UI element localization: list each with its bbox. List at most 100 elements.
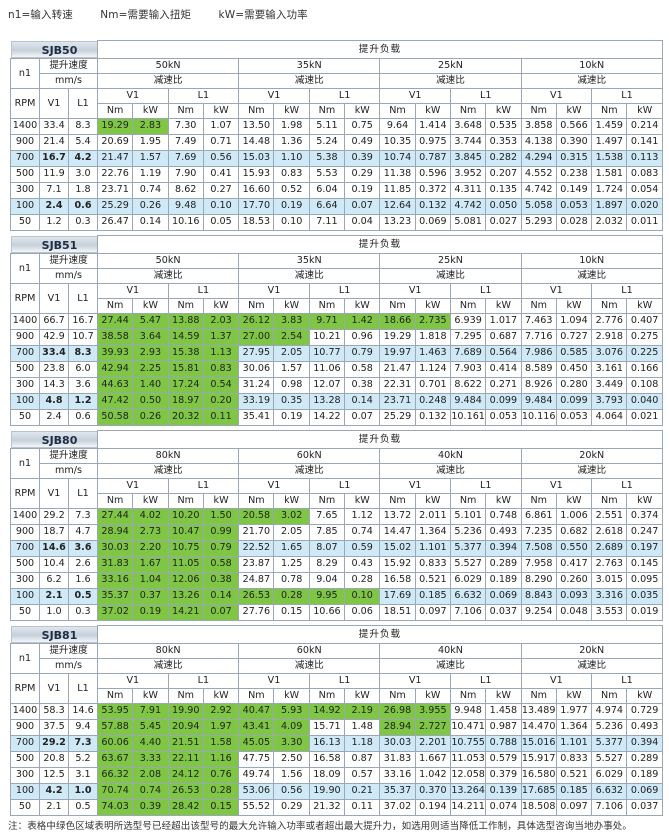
power-cell: 0.52: [273, 181, 310, 199]
header-row-lift: SJB80 提升负载: [10, 430, 663, 449]
torque-cell: 33.16: [379, 766, 416, 784]
power-cell: 0.069: [414, 213, 451, 231]
torque-cell: 9.71: [308, 312, 346, 330]
torque-cell: 10.35: [379, 133, 416, 151]
power-cell: 0.05: [202, 213, 240, 231]
torque-cell: 10.75: [167, 539, 204, 557]
ratio-header-2: 减速比: [379, 267, 522, 284]
v1-cell: 14.6: [39, 539, 69, 557]
power-cell: 0.139: [485, 782, 522, 800]
nm-header: Nm: [96, 492, 134, 509]
nm-header: Nm: [238, 297, 275, 314]
power-cell: 0.74: [344, 523, 381, 541]
kw-header: kW: [626, 492, 663, 509]
legend-nm: Nm=需要输入扭矩: [100, 9, 192, 21]
torque-cell: 22.76: [96, 165, 134, 183]
nm-header: Nm: [520, 492, 557, 509]
power-cell: 0.39: [132, 798, 169, 816]
torque-cell: 18.97: [167, 392, 204, 410]
l1-cell: 2.6: [68, 555, 98, 573]
torque-cell: 4.742: [520, 181, 557, 199]
load-header-0: 50kN: [96, 252, 240, 269]
kw-header: kW: [132, 297, 169, 314]
power-cell: 0.14: [132, 213, 169, 231]
load-header-2: 25kN: [379, 252, 522, 269]
v1-group-header: V1: [238, 282, 310, 299]
torque-cell: 63.67: [96, 750, 134, 768]
nm-header: Nm: [308, 102, 346, 119]
power-cell: 0.585: [555, 344, 593, 362]
nm-header: Nm: [167, 687, 204, 704]
l1-cell: 4.2: [68, 149, 98, 167]
rpm-cell: 300: [10, 766, 40, 784]
power-cell: 0.787: [414, 149, 451, 167]
torque-cell: 5.058: [520, 197, 557, 215]
kw-header: kW: [555, 102, 593, 119]
torque-cell: 3.553: [591, 603, 628, 621]
torque-cell: 17.24: [167, 376, 204, 394]
torque-cell: 4.294: [520, 149, 557, 167]
l1-cell: 3.6: [68, 376, 98, 394]
torque-cell: 6.939: [449, 312, 487, 330]
torque-cell: 18.53: [238, 213, 275, 231]
l1-cell: 9.4: [68, 718, 98, 736]
lift-speed-label: 提升速度: [39, 447, 98, 464]
power-cell: 1.364: [555, 718, 593, 736]
nm-header: Nm: [449, 102, 487, 119]
header-row-lift: SJB50 提升负载: [10, 40, 663, 59]
table-row: 700 29.2 7.3 60.06 4.40 21.51 1.58 45.05 3.30 16.…: [10, 734, 663, 752]
torque-cell: 10.755: [449, 734, 487, 752]
v1-group-header: V1: [520, 87, 593, 104]
kw-header: kW: [485, 492, 522, 509]
power-cell: 0.26: [132, 408, 169, 426]
power-cell: 0.682: [555, 523, 593, 541]
power-cell: 0.020: [626, 197, 663, 215]
load-header-2: 40kN: [379, 642, 522, 659]
torque-cell: 20.32: [167, 408, 204, 426]
power-cell: 0.493: [485, 523, 522, 541]
power-cell: 0.10: [273, 213, 310, 231]
torque-cell: 4.742: [449, 197, 487, 215]
v1-group-header: V1: [238, 672, 310, 689]
torque-cell: 13.23: [379, 213, 416, 231]
power-cell: 0.450: [555, 360, 593, 378]
v1-group-header: V1: [97, 87, 169, 104]
torque-cell: 2.689: [591, 539, 628, 557]
torque-cell: 7.689: [449, 344, 487, 362]
power-cell: 0.19: [132, 603, 169, 621]
table-row: 900 37.5 9.4 57.88 5.45 20.94 1.97 43.41 4.09 15.…: [10, 718, 663, 736]
torque-cell: 23.71: [379, 392, 416, 410]
legend: n1=输入转速 Nm=需要输入扭矩 kW=需要输入功率: [8, 7, 332, 22]
nm-header: Nm: [96, 297, 134, 314]
nm-header: Nm: [238, 102, 275, 119]
load-header-0: 80kN: [96, 642, 240, 659]
torque-cell: 31.83: [96, 555, 134, 573]
torque-cell: 19.90: [308, 782, 346, 800]
power-cell: 0.788: [485, 734, 522, 752]
torque-cell: 13.489: [520, 702, 557, 720]
torque-cell: 20.69: [96, 133, 134, 151]
v1-cell: 58.3: [39, 702, 69, 720]
power-cell: 5.45: [132, 718, 169, 736]
torque-cell: 11.053: [449, 750, 487, 768]
power-cell: 0.20: [202, 392, 240, 410]
table-row: 500 11.9 3.0 22.76 1.19 7.90 0.41 15.93 0.83 5.53…: [10, 165, 663, 183]
power-cell: 0.083: [626, 165, 663, 183]
power-cell: 0.135: [485, 181, 522, 199]
power-cell: 1.67: [132, 555, 169, 573]
nm-header: Nm: [449, 492, 487, 509]
power-cell: 0.14: [344, 392, 381, 410]
torque-cell: 9.484: [520, 392, 557, 410]
n1-label: n1: [10, 252, 40, 284]
power-cell: 0.38: [344, 376, 381, 394]
torque-cell: 39.93: [96, 344, 134, 362]
l1-group-header: L1: [591, 87, 663, 104]
torque-cell: 13.50: [238, 117, 275, 135]
power-cell: 1.18: [344, 734, 381, 752]
torque-cell: 11.06: [308, 360, 346, 378]
l1-group-header: L1: [591, 282, 663, 299]
header-row-v1l1: RPM V1 L1 V1 L1 V1 L1 V1 L1 V1 L1: [10, 282, 663, 314]
model-cell: SJB80: [10, 430, 98, 449]
power-cell: 0.271: [485, 376, 522, 394]
v1-cell: 1.0: [39, 603, 69, 621]
